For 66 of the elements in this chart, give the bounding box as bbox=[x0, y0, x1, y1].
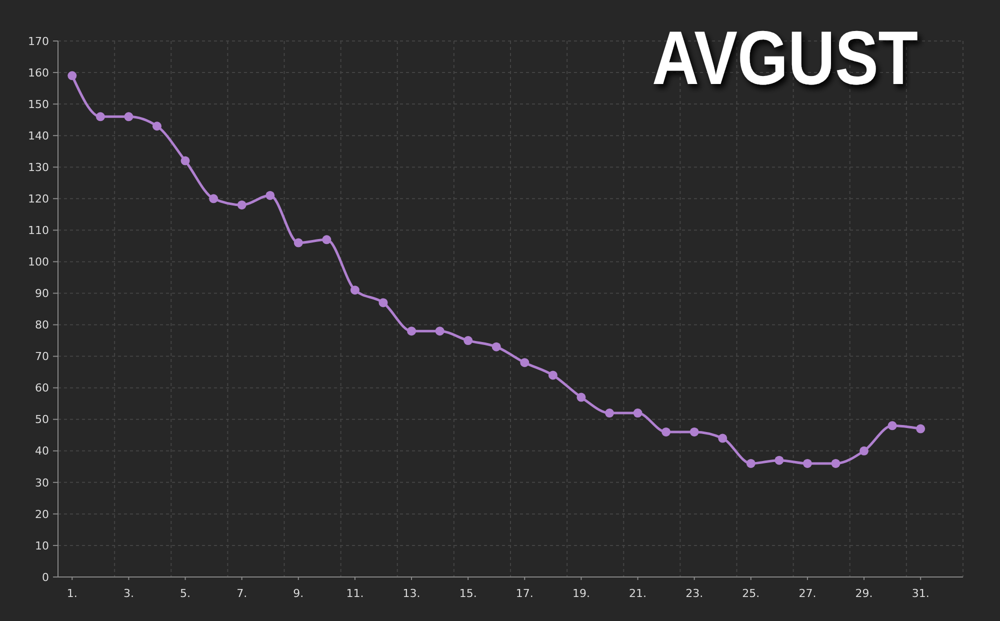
point bbox=[633, 408, 642, 418]
y-tick-label: 150 bbox=[28, 98, 49, 111]
point bbox=[152, 122, 162, 131]
y-tick-label: 10 bbox=[35, 539, 49, 552]
point bbox=[96, 112, 105, 122]
x-tick-label: 25. bbox=[742, 586, 760, 600]
y-tick-label: 40 bbox=[35, 444, 49, 458]
y-tick-label: 170 bbox=[28, 34, 49, 48]
chart-title: AVGUST bbox=[652, 16, 964, 101]
y-tick-label: 130 bbox=[28, 160, 49, 174]
y-tick-label: 20 bbox=[35, 508, 49, 521]
y-tick-label: 70 bbox=[35, 350, 49, 364]
point bbox=[690, 427, 699, 436]
point bbox=[746, 458, 756, 468]
point bbox=[604, 408, 614, 418]
x-tick-label: 29. bbox=[855, 586, 873, 600]
x-tick-label: 11. bbox=[346, 586, 364, 600]
x-tick-label: 3. bbox=[123, 586, 134, 600]
point bbox=[548, 370, 558, 380]
x-tick-label: 7. bbox=[236, 586, 248, 600]
point bbox=[237, 200, 246, 210]
point bbox=[916, 424, 926, 434]
point bbox=[576, 392, 586, 402]
x-tick-label: 1. bbox=[66, 586, 78, 600]
y-tick-label: 30 bbox=[35, 476, 49, 490]
point bbox=[209, 194, 218, 204]
y-tick-label: 90 bbox=[35, 287, 49, 300]
x-tick-label: 17. bbox=[516, 586, 534, 600]
x-tick-label: 31. bbox=[912, 586, 930, 600]
point bbox=[662, 427, 671, 436]
x-tick-label: 23. bbox=[686, 586, 704, 600]
x-tick-label: 15. bbox=[459, 586, 477, 600]
x-tick-label: 21. bbox=[629, 586, 647, 600]
y-tick-label: 50 bbox=[35, 413, 49, 426]
point bbox=[266, 190, 275, 200]
point bbox=[802, 458, 812, 468]
point bbox=[888, 421, 897, 430]
x-tick-label: 9. bbox=[293, 586, 304, 600]
y-tick-label: 0 bbox=[42, 570, 49, 584]
point bbox=[492, 342, 501, 352]
point bbox=[322, 235, 332, 244]
y-tick-label: 60 bbox=[35, 382, 49, 395]
point bbox=[520, 358, 530, 368]
x-tick-label: 5. bbox=[180, 586, 191, 600]
point bbox=[718, 434, 728, 443]
point bbox=[831, 458, 840, 468]
point bbox=[180, 156, 190, 166]
point bbox=[124, 112, 134, 122]
point bbox=[774, 456, 784, 465]
point bbox=[407, 326, 416, 336]
point bbox=[294, 238, 303, 248]
y-tick-label: 80 bbox=[35, 318, 49, 332]
point bbox=[350, 286, 360, 295]
x-tick-label: 13. bbox=[402, 586, 420, 600]
point bbox=[464, 336, 473, 346]
y-tick-label: 160 bbox=[28, 66, 49, 80]
x-tick-label: 19. bbox=[572, 586, 590, 600]
y-tick-label: 110 bbox=[28, 224, 49, 238]
point bbox=[378, 298, 388, 308]
y-tick-label: 100 bbox=[28, 256, 49, 269]
point bbox=[435, 326, 444, 336]
point bbox=[68, 71, 77, 80]
y-tick-label: 120 bbox=[28, 192, 49, 206]
x-tick-label: 27. bbox=[798, 586, 816, 600]
point bbox=[860, 446, 869, 456]
y-tick-label: 140 bbox=[28, 129, 49, 142]
